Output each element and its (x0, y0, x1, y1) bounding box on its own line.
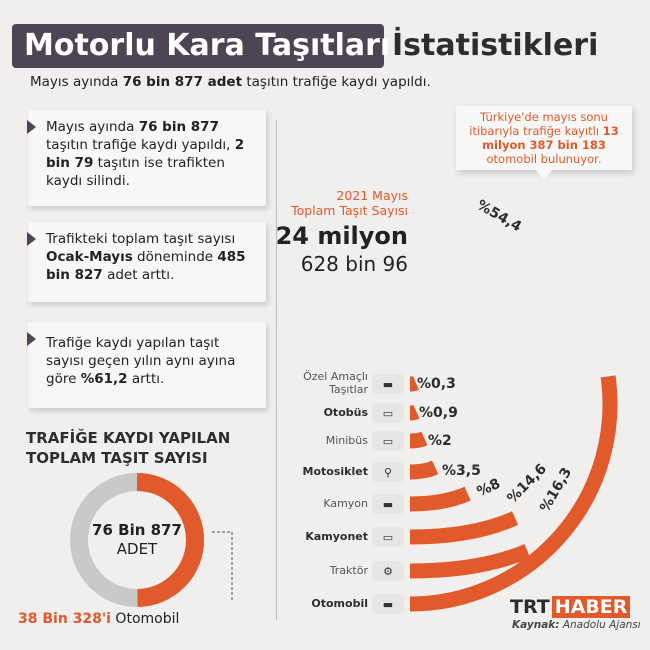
info-card-text: Trafiğe kaydı yapılan taşıt sayısı geçen… (46, 335, 236, 387)
page-title-secondary: İstatistikleri (392, 28, 599, 63)
value-label: %0,9 (419, 405, 458, 421)
bar-otomobil (409, 375, 618, 612)
subtitle-text-2: taşıtın trafiğe kaydı yapıldı. (242, 74, 431, 90)
category-label: Kamyonet (305, 530, 368, 543)
page-title: Motorlu Kara Taşıtları (24, 28, 391, 63)
pointer-icon (27, 332, 36, 346)
category-label: Otomobil (311, 597, 368, 610)
tractor-icon: ⚙ (372, 561, 404, 581)
divider-line (276, 120, 277, 620)
info-card-3: Trafiğe kaydı yapılan taşıt sayısı geçen… (27, 322, 266, 408)
total-vehicles-value-detail: 628 bin 96 (300, 252, 408, 276)
bar-motosiklet (409, 460, 439, 480)
info-card-text: Trafikteki toplam taşıt sayısı Ocak-Mayı… (46, 231, 246, 283)
brand-logo: TRT HABER (510, 596, 631, 618)
pointer-icon (27, 120, 36, 134)
value-label: %0,3 (417, 376, 456, 392)
motorcycle-icon: ⚲ (372, 462, 404, 482)
info-card-text: Mayıs ayında 76 bin 877 taşıtın trafiğe … (46, 119, 245, 189)
donut-caption: 38 Bin 328'i Otomobil (18, 611, 180, 627)
bar-otob-s (409, 404, 420, 421)
bar-zel-ama-l-ta-tlar (409, 375, 420, 392)
subtitle-highlight: 76 bin 877 adet (122, 74, 243, 90)
source-note: Kaynak: Anadolu Ajansı (512, 619, 641, 631)
total-vehicles-label: 2021 Mayıs Toplam Taşıt Sayısı (291, 188, 408, 218)
donut-center-unit: ADET (116, 540, 158, 558)
donut-title: TRAFİĞE KAYDI YAPILAN TOPLAM TAŞIT SAYISI (26, 429, 231, 467)
category-label: Motosiklet (302, 465, 368, 478)
car-icon: ▬ (372, 594, 404, 614)
info-card-1: Mayıs ayında 76 bin 877 taşıtın trafiğe … (27, 110, 266, 206)
value-label: %3,5 (442, 463, 481, 479)
donut-chart (70, 473, 204, 607)
bus-icon: ▭ (372, 403, 404, 423)
callout-pointer (536, 170, 552, 180)
callout-text: Türkiye'de mayıs sonu itibarıyla trafiğe… (469, 110, 619, 166)
title-banner (12, 24, 384, 68)
subtitle-text-1: Mayıs ayında (30, 74, 123, 90)
pickup-truck-icon: ▭ (372, 527, 404, 547)
value-label: %2 (428, 433, 452, 449)
concrete-mixer-icon: ▬ (372, 374, 404, 394)
total-vehicles-value: 24 milyon (275, 222, 408, 250)
page-subtitle: Mayıs ayında 76 bin 877 adet taşıtın tra… (30, 74, 431, 90)
donut-highlight-arc (136, 473, 204, 607)
category-label: Traktör (329, 564, 368, 577)
donut-center-value: 76 Bin 877 (92, 521, 182, 539)
bar-trakt-r (409, 544, 531, 579)
callout-box: Türkiye'de mayıs sonu itibarıyla trafiğe… (456, 106, 632, 170)
category-label: Kamyon (323, 497, 368, 510)
bar-kamyon (409, 486, 471, 512)
bar-kamyonet (409, 511, 519, 545)
info-card-2: Trafikteki toplam taşıt sayısı Ocak-Mayı… (27, 222, 266, 302)
category-label: Otobüs (323, 406, 368, 419)
truck-icon: ▬ (372, 494, 404, 514)
category-label: Minibüs (325, 434, 368, 447)
bar-minib-s (409, 431, 428, 449)
category-label: Özel Amaçlı Taşıtlar (303, 370, 368, 396)
minibus-icon: ▭ (372, 431, 404, 451)
pointer-icon (27, 232, 36, 246)
